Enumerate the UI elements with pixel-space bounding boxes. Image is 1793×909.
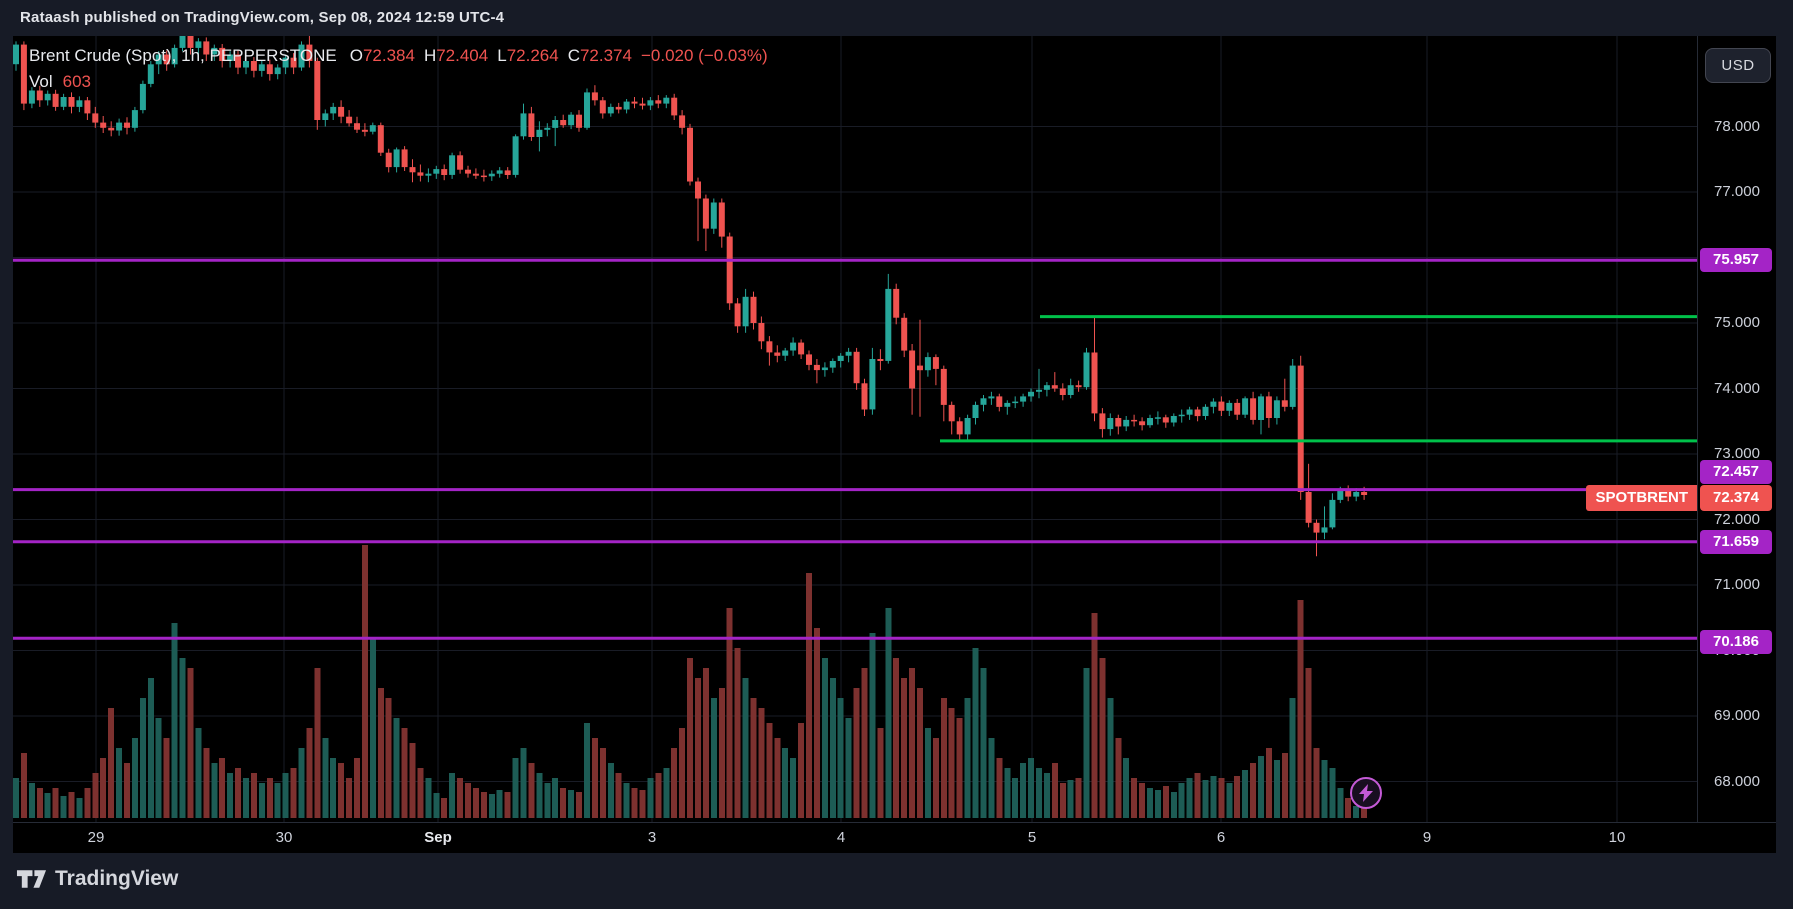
time-axis[interactable]: 29 30 Sep 3 4 5 6 9 10 (13, 823, 1776, 853)
time-axis-label: 10 (1608, 829, 1626, 846)
time-axis-label: 4 (836, 829, 846, 846)
tradingview-logo-icon (16, 870, 47, 888)
close-value: 72.374 (579, 46, 632, 65)
close-label: C (567, 46, 580, 65)
volume-value: 603 (62, 72, 92, 91)
time-axis-label: 9 (1422, 829, 1432, 846)
low-label: L (497, 46, 507, 65)
tradingview-logo[interactable]: TradingView (16, 867, 178, 891)
lightning-icon (1359, 784, 1373, 802)
level-price-badge: 72.457 (1700, 460, 1772, 484)
symbol-legend: Brent Crude (Spot), 1h, PEPPERSTONE O72.… (29, 44, 768, 94)
footer-bar: TradingView (0, 853, 1793, 909)
last-price-symbol-text: SPOTBRENT (1595, 489, 1688, 506)
price-scale-separator (1697, 36, 1698, 822)
time-axis-label: 3 (647, 829, 657, 846)
time-axis-label: 6 (1216, 829, 1226, 846)
candlestick-plot[interactable] (13, 36, 1697, 822)
level-price-badge: 70.186 (1700, 630, 1772, 654)
high-label: H (423, 46, 437, 65)
tradingview-logo-text: TradingView (55, 867, 179, 890)
volume-label: Vol (29, 72, 53, 91)
currency-button[interactable]: USD (1705, 48, 1771, 83)
open-label: O (349, 46, 363, 65)
time-axis-label: Sep (424, 829, 452, 846)
level-price-badge: 71.659 (1700, 530, 1772, 554)
symbol-title[interactable]: Brent Crude (Spot), 1h, PEPPERSTONE (29, 46, 337, 65)
price-tick: 71.000 (1714, 576, 1760, 593)
price-tick: 74.000 (1714, 380, 1760, 397)
last-price-badge: 72.374 (1700, 485, 1772, 511)
time-axis-label: 29 (87, 829, 105, 846)
time-axis-label: 30 (275, 829, 293, 846)
time-axis-label: 5 (1027, 829, 1037, 846)
chart-container[interactable]: Brent Crude (Spot), 1h, PEPPERSTONE O72.… (13, 36, 1776, 853)
high-value: 72.404 (436, 46, 489, 65)
price-tick: 69.000 (1714, 707, 1760, 724)
flash-boost-button[interactable] (1350, 777, 1382, 809)
low-value: 72.264 (506, 46, 559, 65)
price-tick: 73.000 (1714, 445, 1760, 462)
price-scale[interactable]: 78.000 77.000 75.000 74.000 73.000 72.000 71.0… (1698, 36, 1776, 822)
open-value: 72.384 (362, 46, 415, 65)
last-price-symbol-tag: SPOTBRENT (1586, 485, 1697, 511)
published-bar: Rataash published on TradingView.com, Se… (0, 0, 1793, 36)
price-tick: 78.000 (1714, 118, 1760, 135)
price-tick: 72.000 (1714, 511, 1760, 528)
level-price-badge: 75.957 (1700, 248, 1772, 272)
price-tick: 68.000 (1714, 773, 1760, 790)
price-tick: 75.000 (1714, 314, 1760, 331)
published-text: Rataash published on TradingView.com, Se… (20, 9, 505, 26)
change-value: −0.020 (−0.03%) (640, 46, 768, 65)
price-tick: 77.000 (1714, 183, 1760, 200)
time-axis-separator (13, 822, 1776, 823)
